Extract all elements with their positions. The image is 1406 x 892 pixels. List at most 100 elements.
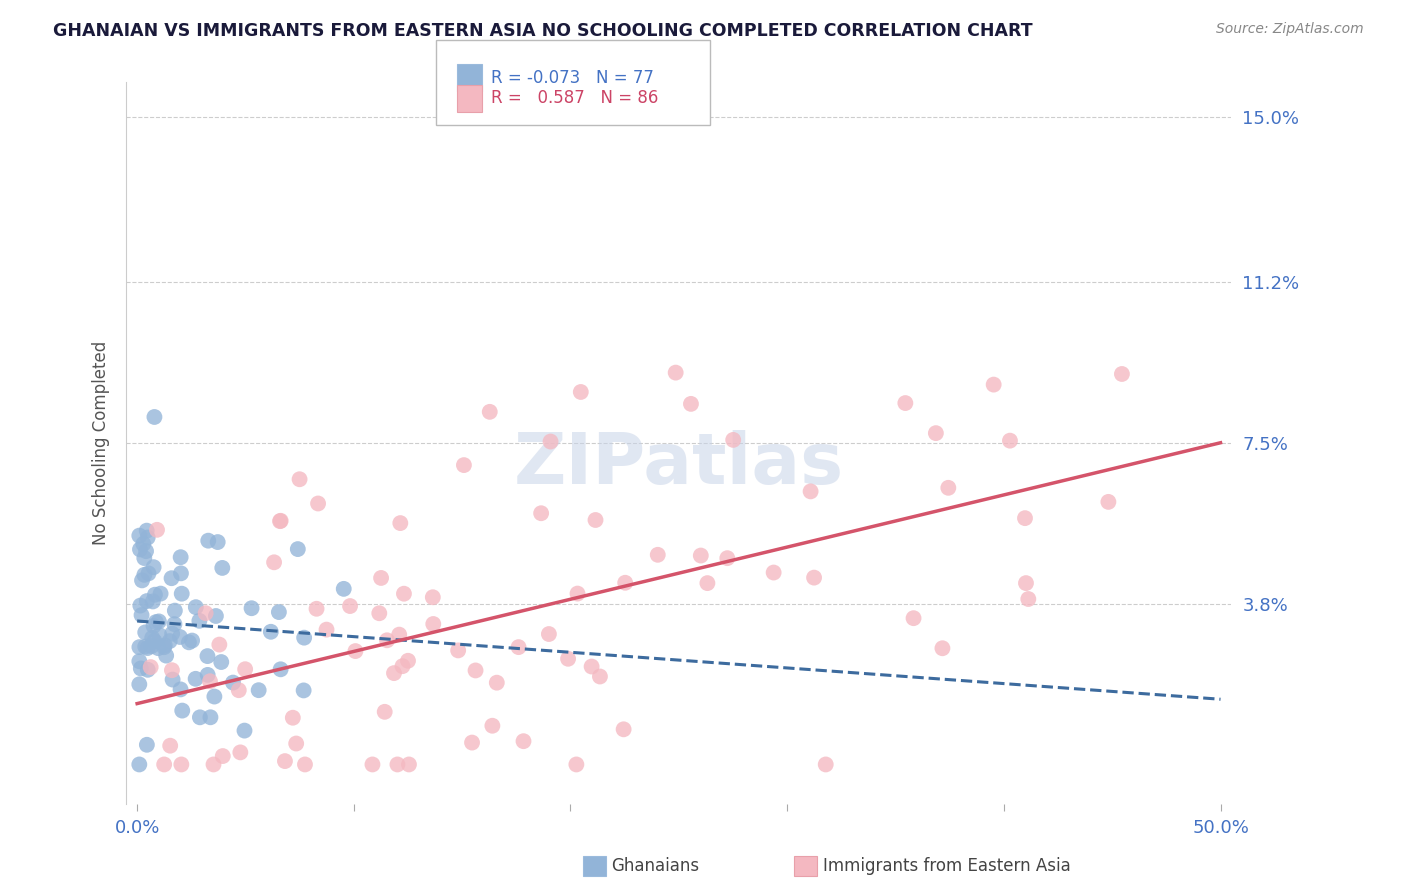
Point — [128, 528, 150, 542]
Text: R =   0.587   N = 86: R = 0.587 N = 86 — [491, 89, 658, 107]
Point — [169, 630, 191, 644]
Point — [294, 757, 316, 772]
Point — [260, 624, 283, 639]
Point — [141, 631, 163, 645]
Point — [1015, 576, 1038, 591]
Point — [344, 644, 367, 658]
Point — [925, 426, 948, 441]
Point — [581, 659, 603, 673]
Point — [132, 537, 155, 551]
Point — [292, 631, 315, 645]
Point — [159, 739, 181, 753]
Point — [228, 683, 250, 698]
Point — [263, 555, 285, 569]
Point — [721, 433, 744, 447]
Point — [512, 734, 534, 748]
Point — [1111, 367, 1133, 381]
Point — [803, 571, 825, 585]
Point — [368, 606, 391, 620]
Point — [188, 614, 211, 628]
Point — [391, 659, 413, 673]
Point — [162, 673, 184, 687]
Point — [374, 705, 396, 719]
Point — [163, 617, 186, 632]
Point — [647, 548, 669, 562]
Point — [148, 628, 170, 642]
Point — [540, 434, 562, 449]
Point — [143, 409, 166, 424]
Point — [135, 544, 157, 558]
Point — [136, 531, 159, 545]
Point — [141, 639, 163, 653]
Point — [375, 633, 398, 648]
Point — [205, 609, 228, 624]
Point — [332, 582, 354, 596]
Point — [305, 601, 328, 615]
Point — [129, 599, 152, 613]
Point — [170, 757, 193, 772]
Point — [153, 639, 176, 653]
Point — [464, 664, 486, 678]
Point — [392, 587, 415, 601]
Point — [128, 654, 150, 668]
Point — [389, 516, 412, 530]
Point — [181, 633, 204, 648]
Point — [292, 683, 315, 698]
Point — [569, 384, 592, 399]
Point — [269, 514, 291, 528]
Text: ZIPatlas: ZIPatlas — [513, 430, 844, 499]
Point — [143, 588, 166, 602]
Point — [274, 754, 297, 768]
Point — [139, 660, 162, 674]
Point — [453, 458, 475, 472]
Point — [557, 652, 579, 666]
Point — [537, 627, 560, 641]
Point — [146, 641, 169, 656]
Point — [447, 643, 470, 657]
Point — [134, 625, 156, 640]
Point — [240, 601, 263, 615]
Point — [233, 662, 256, 676]
Point — [198, 674, 221, 689]
Point — [481, 719, 503, 733]
Point — [142, 594, 165, 608]
Point — [159, 634, 181, 648]
Point — [134, 567, 156, 582]
Point — [1014, 511, 1036, 525]
Point — [696, 576, 718, 591]
Point — [267, 605, 290, 619]
Point — [200, 710, 222, 724]
Point — [931, 641, 953, 656]
Point — [172, 704, 194, 718]
Point — [202, 757, 225, 772]
Point — [247, 683, 270, 698]
Point — [285, 737, 308, 751]
Point — [422, 591, 444, 605]
Point — [145, 615, 167, 629]
Point — [184, 600, 207, 615]
Point — [188, 710, 211, 724]
Text: GHANAIAN VS IMMIGRANTS FROM EASTERN ASIA NO SCHOOLING COMPLETED CORRELATION CHAR: GHANAIAN VS IMMIGRANTS FROM EASTERN ASIA… — [53, 22, 1033, 40]
Point — [567, 586, 589, 600]
Point — [155, 648, 177, 663]
Point — [936, 481, 959, 495]
Point — [149, 586, 172, 600]
Point — [485, 675, 508, 690]
Point — [613, 723, 636, 737]
Text: Source: ZipAtlas.com: Source: ZipAtlas.com — [1216, 22, 1364, 37]
Point — [128, 640, 150, 654]
Point — [131, 608, 153, 623]
Point — [716, 551, 738, 566]
Point — [208, 638, 231, 652]
Point — [169, 550, 191, 565]
Y-axis label: No Schooling Completed: No Schooling Completed — [93, 341, 110, 545]
Point — [800, 484, 823, 499]
Point — [478, 405, 501, 419]
Point — [136, 663, 159, 677]
Point — [169, 682, 191, 697]
Point — [339, 599, 361, 613]
Point — [138, 566, 160, 581]
Point — [508, 640, 530, 654]
Point — [163, 604, 186, 618]
Point — [398, 757, 420, 772]
